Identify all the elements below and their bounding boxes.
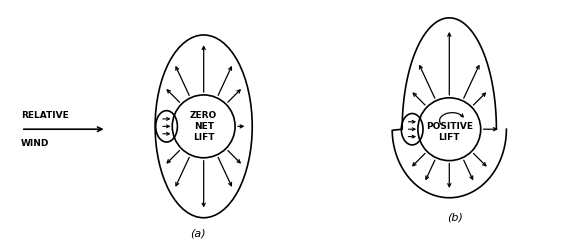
Text: (b): (b) [447, 212, 463, 222]
Text: WIND: WIND [21, 139, 49, 148]
Text: ZERO
NET
LIFT: ZERO NET LIFT [190, 111, 217, 142]
Text: POSITIVE
LIFT: POSITIVE LIFT [426, 122, 473, 142]
Text: RELATIVE: RELATIVE [21, 110, 69, 120]
Text: (a): (a) [190, 228, 206, 238]
